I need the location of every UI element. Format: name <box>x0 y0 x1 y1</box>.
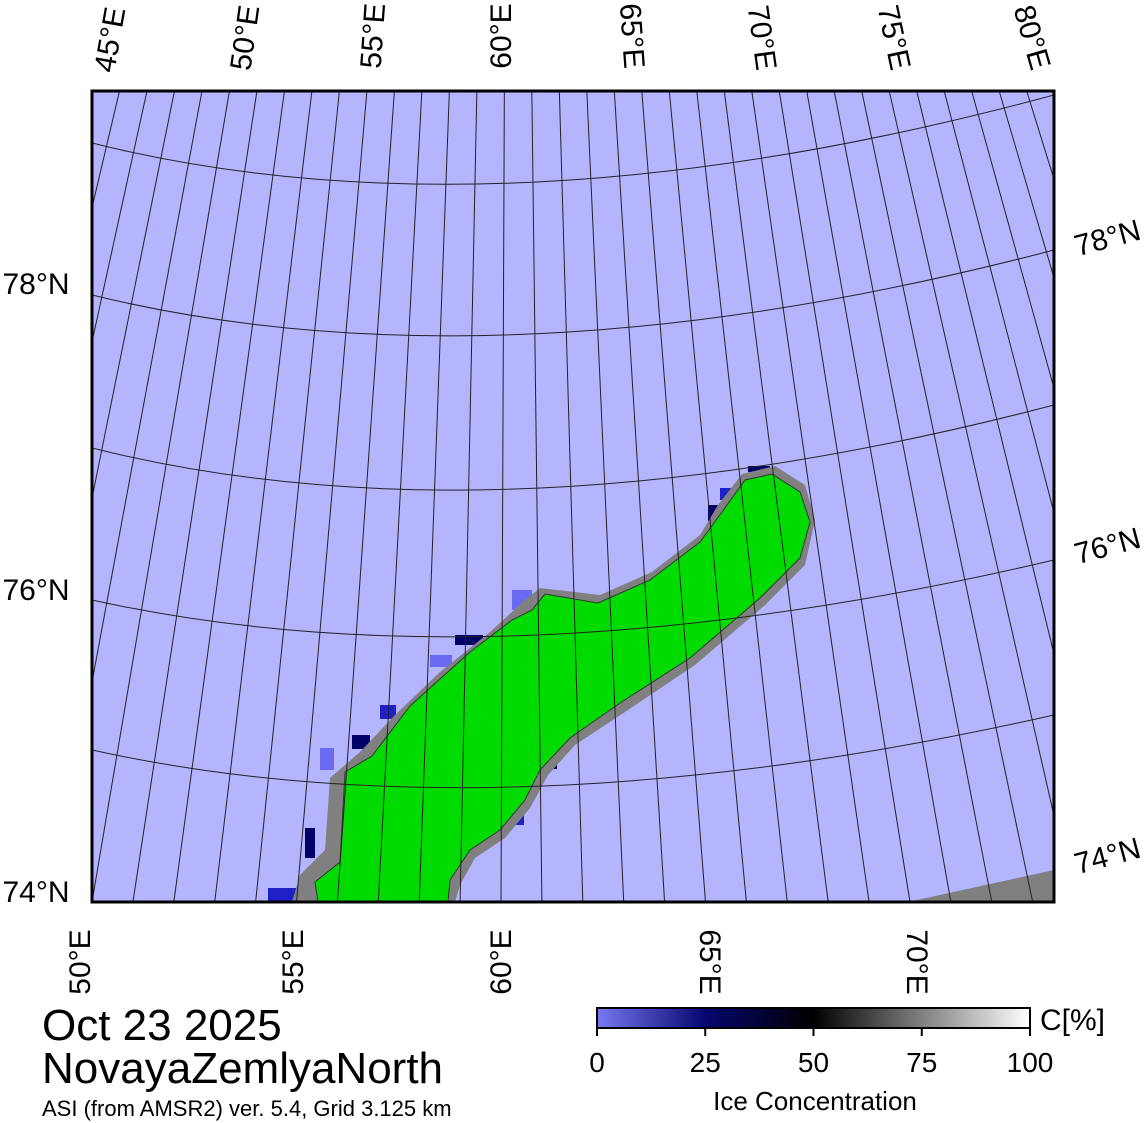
meridian <box>132 91 258 902</box>
graticule <box>0 91 1147 902</box>
lon-label: 80°E <box>1007 2 1057 74</box>
right-labels: 78°N 76°N 74°N <box>1071 214 1144 881</box>
meridian <box>377 91 423 902</box>
meridian <box>418 91 450 902</box>
meridian <box>531 91 543 902</box>
meridian <box>0 91 37 902</box>
lat-label: 74°N <box>1071 832 1144 881</box>
lat-label: 78°N <box>1071 214 1144 263</box>
colorbar-tick-label: 100 <box>1007 1047 1054 1078</box>
meridian <box>92 91 148 345</box>
meridian <box>1137 91 1147 902</box>
map-body <box>0 91 1147 902</box>
meridian <box>336 91 395 902</box>
bottom-labels: 50°E 55°E 60°E 65°E 70°E <box>64 929 933 994</box>
meridian <box>613 91 666 902</box>
meridian <box>0 91 65 902</box>
open-water <box>92 91 1054 902</box>
lon-label: 55°E <box>355 2 392 70</box>
meridian <box>696 91 788 902</box>
left-labels: 78°N 76°N 74°N <box>2 268 69 909</box>
meridian <box>806 91 952 902</box>
meridian <box>916 91 1054 657</box>
meridian <box>92 91 230 902</box>
colorbar-tick-label: 25 <box>690 1047 721 1078</box>
lon-label: 60°E <box>485 3 518 68</box>
meridian <box>723 91 829 902</box>
meridian <box>500 91 505 902</box>
meridian <box>459 91 478 902</box>
lat-label: 78°N <box>2 268 69 301</box>
meridian <box>888 91 1054 819</box>
meridian <box>214 91 313 902</box>
land <box>314 473 811 902</box>
lon-label: 75°E <box>871 2 917 73</box>
top-labels: 45°E 50°E 55°E 60°E 65°E 70°E 75°E 80°E <box>89 2 1057 75</box>
meridian <box>668 91 747 902</box>
meridian <box>1082 91 1147 902</box>
date-title: Oct 23 2025 <box>42 1001 282 1050</box>
meridian <box>255 91 340 902</box>
source-note: ASI (from AMSR2) ver. 5.4, Grid 3.125 km <box>42 1096 452 1121</box>
lat-label: 76°N <box>2 574 69 607</box>
lon-label: 70°E <box>741 3 783 72</box>
meridian <box>998 91 1054 280</box>
lon-label: 55°E <box>277 929 310 994</box>
meridian <box>0 91 10 902</box>
colorbar-tick-label: 50 <box>798 1047 829 1078</box>
lat-label: 74°N <box>2 876 69 909</box>
colorbar: C[%] Ice Concentration 0 25 50 75 100 <box>589 1004 1105 1116</box>
lon-label: 50°E <box>225 3 267 72</box>
meridian <box>173 91 285 902</box>
lon-label: 50°E <box>64 929 97 994</box>
meridian <box>1109 91 1147 902</box>
meridian <box>1053 91 1054 93</box>
lon-label: 45°E <box>89 5 133 75</box>
region-title: NovayaZemlyaNorth <box>42 1044 443 1093</box>
meridian <box>641 91 706 902</box>
colorbar-unit: C[%] <box>1040 1004 1105 1037</box>
meridian <box>833 91 993 902</box>
colorbar-ramp <box>596 1007 1031 1029</box>
meridian <box>751 91 870 902</box>
lon-label: 70°E <box>900 929 933 994</box>
map-frame <box>90 89 1056 904</box>
no-data-area <box>908 870 1054 902</box>
lon-label: 60°E <box>485 929 518 994</box>
meridian <box>558 91 584 902</box>
meridian <box>92 91 203 685</box>
meridian <box>971 91 1054 391</box>
colorbar-title: Ice Concentration <box>713 1086 917 1116</box>
colorbar-tick-label: 75 <box>906 1047 937 1078</box>
meridian <box>778 91 911 902</box>
lat-label: 76°N <box>1071 522 1144 571</box>
lon-label: 65°E <box>693 929 726 994</box>
lon-label: 65°E <box>613 2 650 70</box>
meridian <box>92 91 93 94</box>
meridian <box>943 91 1054 515</box>
meridian <box>861 91 1034 902</box>
meridian <box>586 91 625 902</box>
colorbar-tick-label: 0 <box>589 1047 605 1078</box>
meridian <box>296 91 368 902</box>
